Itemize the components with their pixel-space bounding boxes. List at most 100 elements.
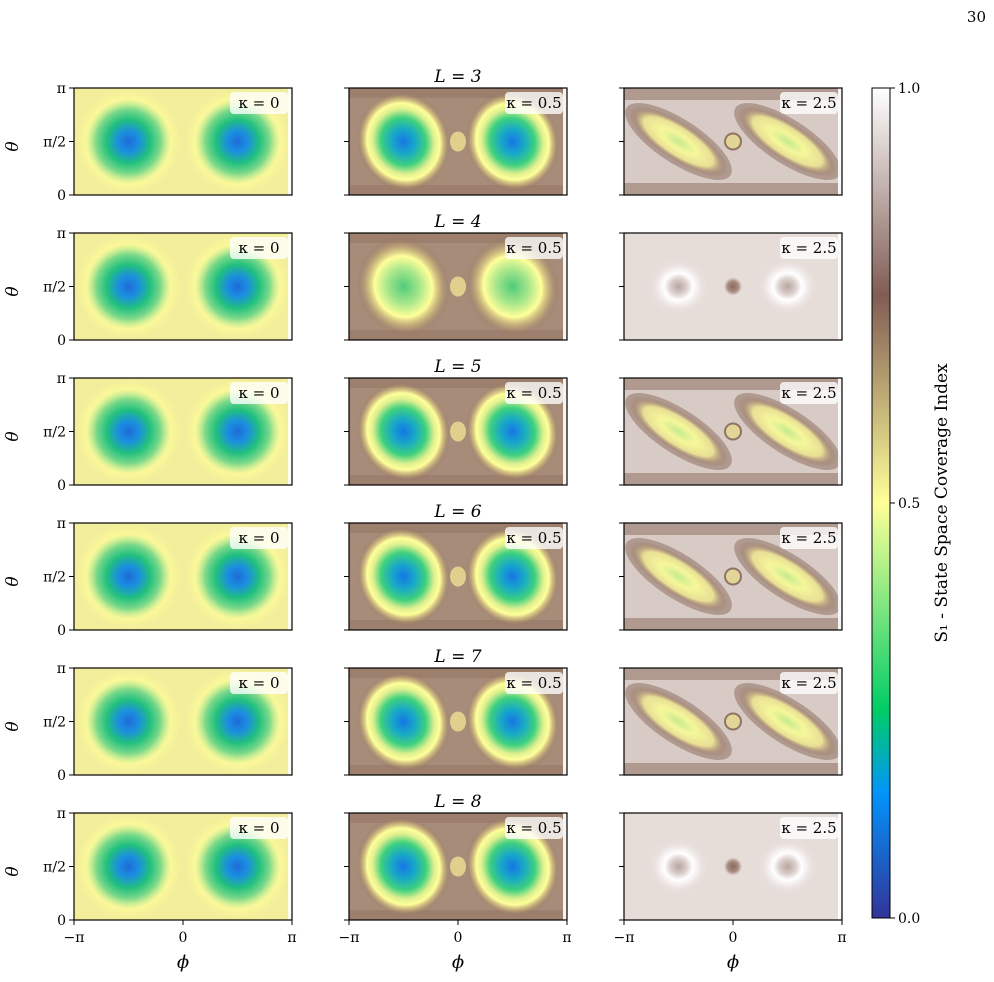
row-title: L = 8 (433, 792, 481, 812)
kappa-label: κ = 2.5 (780, 672, 838, 694)
saddle-dot (724, 712, 742, 731)
heatmap-blob (76, 234, 181, 339)
kappa-label: κ = 0 (230, 382, 288, 404)
panel-grid: L = 3 0 π/2 π θ κ = 0 κ = 0.5 κ = 2.5 L = 4 0 π/2 π… (3, 67, 843, 929)
kappa-label: κ = 0.5 (505, 382, 563, 404)
saddle-dot (450, 566, 466, 587)
heatmap-panel: 0 π/2 π θ κ = 0 (3, 371, 293, 494)
heatmap-panel: κ = 2.5 (619, 377, 843, 486)
svg-text:κ = 2.5: κ = 2.5 (781, 529, 836, 547)
x-tick-label: −π (339, 930, 360, 946)
y-tick-label: π/2 (43, 570, 66, 586)
y-tick-label: π (57, 81, 66, 97)
x-axis-label: ϕ (177, 952, 189, 973)
svg-text:κ = 0: κ = 0 (238, 94, 279, 112)
svg-text:κ = 0.5: κ = 0.5 (506, 239, 561, 257)
svg-text:κ = 0: κ = 0 (238, 674, 279, 692)
heatmap-panel: κ = 2.5 (619, 812, 843, 921)
y-axis-label: θ (3, 431, 23, 441)
saddle-dot (450, 856, 466, 877)
saddle-dot (450, 131, 466, 152)
kappa-label: κ = 2.5 (780, 527, 838, 549)
y-axis-label: θ (3, 866, 23, 876)
row-title: L = 6 (433, 502, 481, 522)
kappa-label: κ = 0.5 (505, 672, 563, 694)
heatmap-panel: κ = 0.5 (344, 812, 568, 921)
saddle-dot (450, 711, 466, 732)
y-tick-label: π/2 (43, 860, 66, 876)
heatmap-blob (646, 256, 711, 317)
heatmap-blob (185, 524, 290, 629)
svg-text:κ = 2.5: κ = 2.5 (781, 239, 836, 257)
heatmap-blob (737, 541, 838, 612)
heatmap-blob (356, 672, 451, 771)
kappa-label: κ = 0 (230, 817, 288, 839)
svg-text:κ = 0.5: κ = 0.5 (506, 674, 561, 692)
heatmap-panel: κ = 0.5 (344, 377, 568, 486)
y-axis-label: θ (3, 576, 23, 586)
page-number: 30 (967, 8, 986, 26)
colorbar-tick-top: 1.0 (898, 81, 920, 97)
x-tick-label: π (562, 930, 571, 946)
heatmap-panel: κ = 0.5 (344, 87, 568, 196)
heatmap-blob (185, 379, 290, 484)
svg-text:κ = 0: κ = 0 (238, 384, 279, 402)
kappa-label: κ = 2.5 (780, 817, 838, 839)
heatmap-blob (356, 817, 451, 916)
x-axis-label: ϕ (727, 952, 739, 973)
svg-text:κ = 0.5: κ = 0.5 (506, 529, 561, 547)
heatmap-panel: κ = 0.5 (344, 232, 568, 341)
y-axis-label: θ (3, 286, 23, 296)
kappa-label: κ = 0.5 (505, 527, 563, 549)
y-tick-label: π (57, 516, 66, 532)
kappa-label: κ = 0.5 (505, 237, 563, 259)
heatmap-blob (465, 92, 560, 191)
y-tick-label: π/2 (43, 135, 66, 151)
heatmap-panel: 0 π/2 π θ κ = 0 (3, 81, 293, 204)
y-tick-label: π (57, 371, 66, 387)
heatmap-panel: 0 π/2 π θ κ = 0 (3, 516, 293, 639)
y-tick-label: 0 (57, 478, 66, 494)
y-tick-label: π (57, 661, 66, 677)
row-title: L = 4 (433, 212, 481, 232)
heatmap-blob (737, 106, 838, 177)
heatmap-blob (755, 256, 820, 317)
x-tick-label: 0 (729, 930, 738, 946)
heatmap-panel: κ = 2.5 (619, 232, 843, 341)
heatmap-blob (76, 669, 181, 774)
saddle-dot (450, 276, 466, 297)
heatmap-panel: 0 π/2 π θ κ = 0 (3, 226, 293, 349)
heatmap-panel: 0 π/2 π θ κ = 0 (3, 661, 293, 784)
x-tick-label: −π (64, 930, 85, 946)
kappa-label: κ = 2.5 (780, 237, 838, 259)
heatmap-blob (646, 836, 711, 897)
y-tick-label: 0 (57, 188, 66, 204)
kappa-label: κ = 2.5 (780, 92, 838, 114)
y-axis-label: θ (3, 141, 23, 151)
heatmap-panel: 0 π/2 π θ κ = 0 (3, 806, 293, 929)
heatmap-blob (356, 237, 451, 336)
heatmap-panel: κ = 2.5 (619, 522, 843, 631)
y-tick-label: π (57, 226, 66, 242)
heatmap-blob (465, 817, 560, 916)
y-tick-label: 0 (57, 623, 66, 639)
heatmap-panel: κ = 2.5 (619, 667, 843, 776)
heatmap-blob (356, 92, 451, 191)
heatmap-blob (76, 89, 181, 194)
colorbar: 1.0 0.5 0.0 S₁ - State Space Coverage In… (871, 81, 952, 927)
x-tick-label: π (287, 930, 296, 946)
heatmap-blob (737, 686, 838, 757)
svg-text:κ = 0.5: κ = 0.5 (506, 384, 561, 402)
heatmap-blob (76, 524, 181, 629)
svg-text:κ = 2.5: κ = 2.5 (781, 674, 836, 692)
colorbar-tick-mid: 0.5 (898, 496, 920, 512)
y-tick-label: π/2 (43, 715, 66, 731)
saddle-dot (724, 277, 742, 296)
row-title: L = 3 (433, 67, 481, 87)
colorbar-tick-bottom: 0.0 (898, 911, 920, 927)
heatmap-blob (737, 396, 838, 467)
heatmap-blob (465, 527, 560, 626)
heatmap-blob (465, 672, 560, 771)
y-axis-label: θ (3, 721, 23, 731)
heatmap-blob (628, 396, 729, 467)
